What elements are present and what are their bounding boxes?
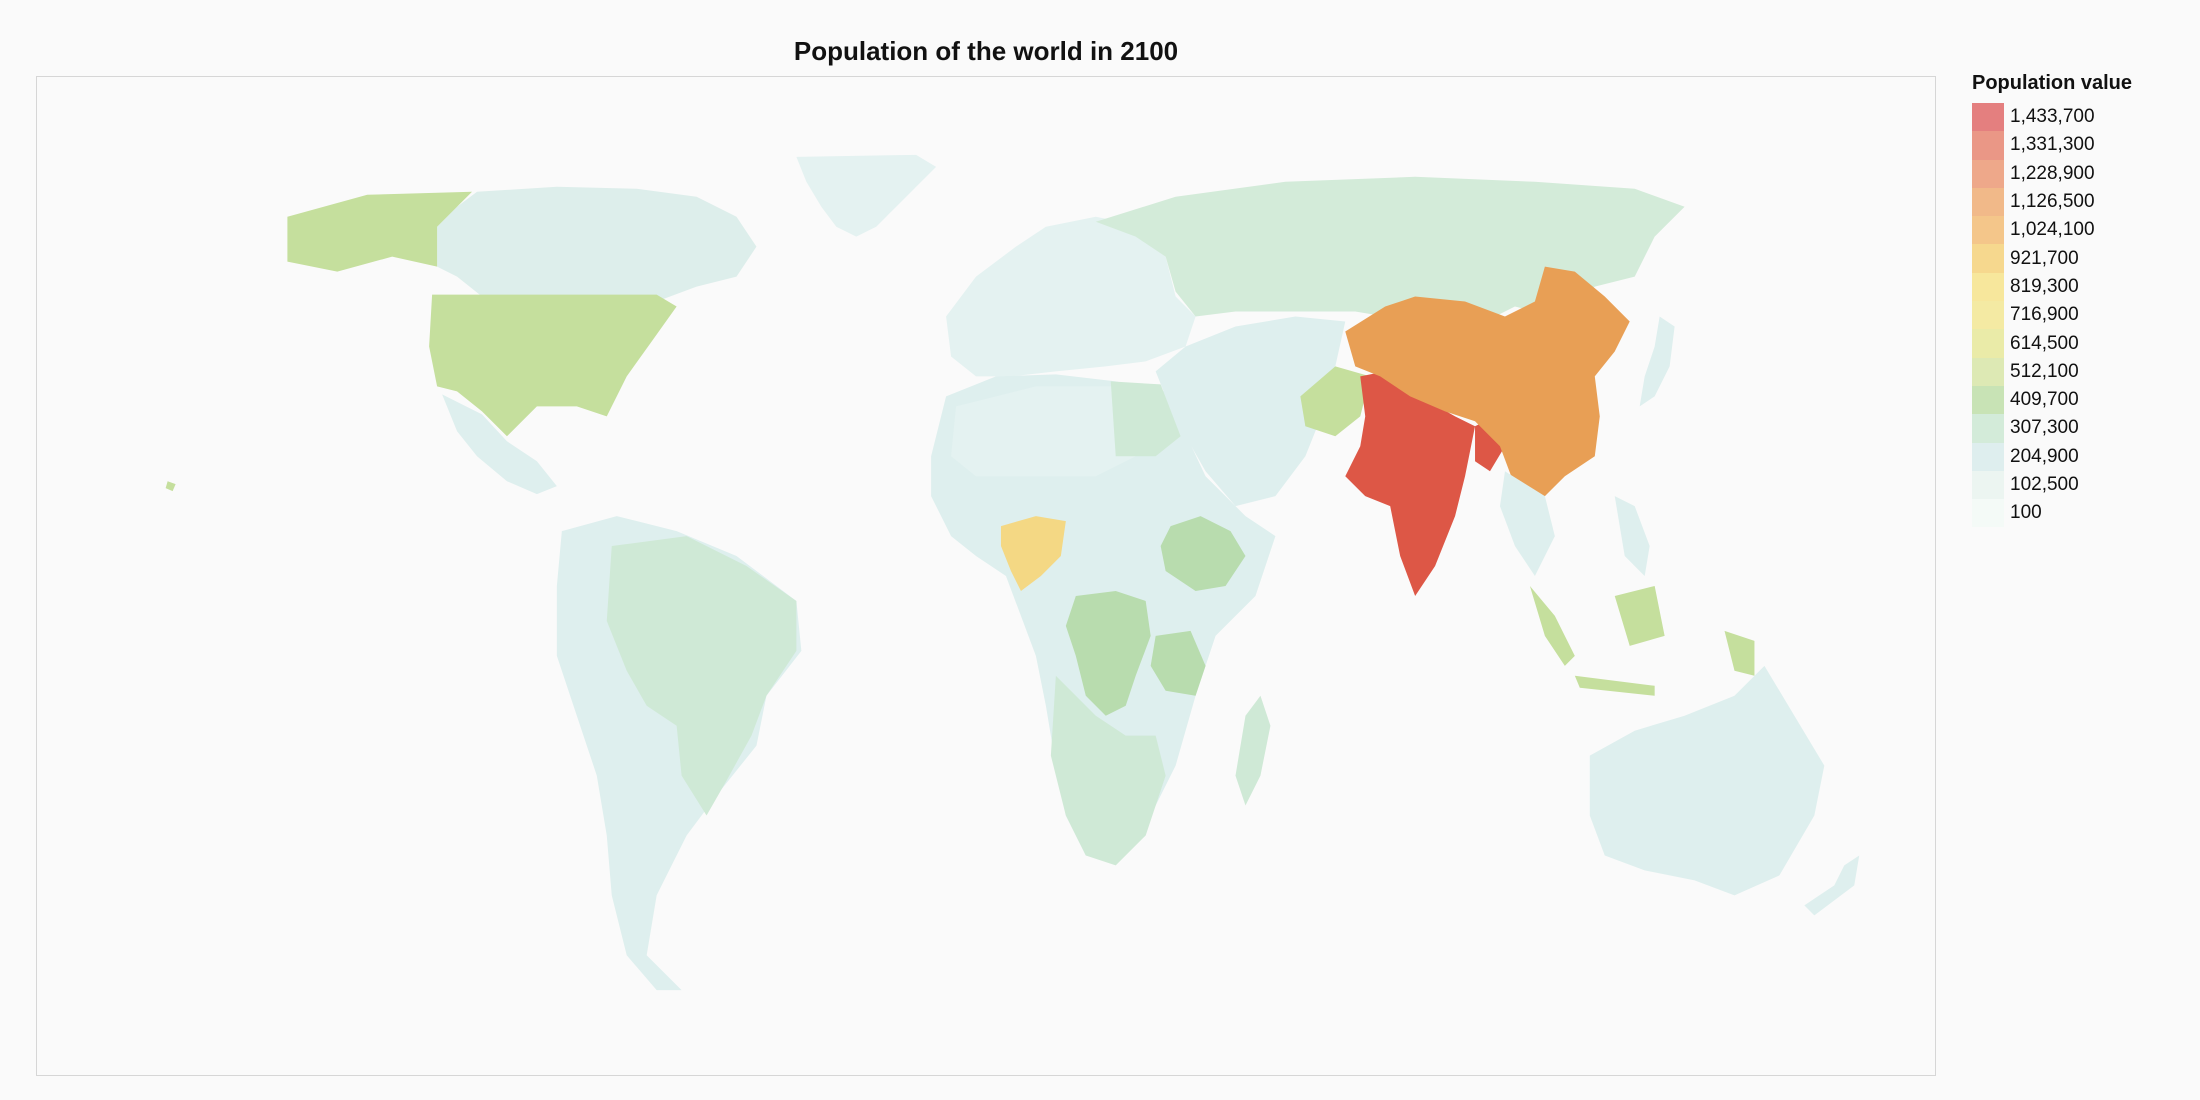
legend-swatch (1972, 103, 2004, 132)
legend-swatch (1972, 385, 2004, 415)
legend-swatch (1972, 470, 2004, 500)
country-indonesia[interactable] (1529, 585, 1755, 696)
region-middle-east[interactable] (1155, 316, 1346, 507)
legend-swatch (1972, 131, 2004, 160)
country-canada[interactable] (437, 186, 757, 307)
legend-swatch (1972, 301, 2004, 330)
legend-item: 102,500 (1972, 470, 2132, 500)
country-greenland[interactable] (796, 154, 937, 237)
country-nigeria[interactable] (1000, 516, 1066, 591)
legend-item: 1,126,500 (1972, 187, 2132, 217)
country-japan[interactable] (1639, 316, 1675, 407)
legend-label: 1,433,700 (2010, 106, 2095, 128)
legend-label: 1,228,900 (2010, 162, 2095, 184)
country-usa[interactable] (429, 294, 677, 437)
country-ethiopia[interactable] (1160, 516, 1246, 591)
legend-swatch (1972, 187, 2004, 217)
country-tanzania[interactable] (1150, 630, 1206, 696)
country-russia[interactable] (1095, 176, 1685, 327)
legend-swatch (1972, 499, 2004, 528)
legend-swatch (1972, 414, 2004, 443)
region-europe[interactable] (946, 216, 1196, 377)
legend-label: 1,126,500 (2010, 191, 2095, 213)
legend-item: 819,300 (1972, 272, 2132, 302)
legend-swatch (1972, 329, 2004, 358)
legend-item: 1,024,100 (1972, 216, 2132, 245)
legend-label: 409,700 (2010, 389, 2079, 411)
country-philippines[interactable] (1614, 496, 1650, 576)
legend-swatch (1972, 442, 2004, 471)
legend-swatch (1972, 272, 2004, 302)
legend-swatch (1972, 216, 2004, 245)
country-alaska[interactable] (287, 191, 473, 272)
legend-item: 1,433,700 (1972, 103, 2132, 132)
legend-label: 1,024,100 (2010, 219, 2095, 241)
region-north-africa[interactable] (951, 386, 1146, 477)
legend-label: 100 (2010, 502, 2042, 524)
country-pakistan[interactable] (1300, 366, 1371, 437)
legend-label: 614,500 (2010, 332, 2079, 354)
island-hawaii[interactable] (165, 481, 176, 492)
legend-swatch (1972, 159, 2004, 188)
map-title: Population of the world in 2100 (793, 36, 1179, 66)
legend-label: 819,300 (2010, 275, 2079, 297)
region-southern-africa[interactable] (1050, 675, 1166, 866)
legend-item: 614,500 (1972, 329, 2132, 358)
country-mexico[interactable] (442, 394, 557, 495)
country-new-zealand[interactable] (1804, 855, 1860, 916)
region-southeast-asia[interactable] (1499, 471, 1555, 576)
legend-item: 716,900 (1972, 301, 2132, 330)
world-map[interactable] (36, 76, 1936, 1076)
legend-label: 921,700 (2010, 247, 2079, 269)
country-madagascar[interactable] (1235, 695, 1271, 806)
legend-item: 921,700 (1972, 244, 2132, 273)
country-egypt[interactable] (1110, 381, 1181, 457)
country-dr-congo[interactable] (1065, 590, 1151, 716)
legend-item: 1,228,900 (1972, 159, 2132, 188)
legend: Population value 1,433,700 1,331,300 1,228… (1972, 72, 2133, 528)
legend-label: 1,331,300 (2010, 134, 2095, 156)
legend-item: 204,900 (1972, 442, 2132, 471)
country-india[interactable] (1345, 371, 1476, 596)
legend-swatch (1972, 357, 2004, 386)
legend-label: 716,900 (2010, 304, 2079, 326)
legend-label: 512,100 (2010, 360, 2079, 382)
legend-item: 100 (1972, 499, 2132, 528)
country-brazil[interactable] (606, 536, 797, 816)
legend-title: Population value (1972, 72, 2133, 94)
legend-swatch (1972, 244, 2004, 273)
legend-item: 512,100 (1972, 357, 2132, 386)
legend-rows: 1,433,700 1,331,300 1,228,900 1,126,500 1,02… (1972, 103, 2132, 528)
legend-item: 409,700 (1972, 385, 2132, 415)
legend-label: 204,900 (2010, 445, 2079, 467)
legend-item: 1,331,300 (1972, 131, 2132, 160)
legend-label: 102,500 (2010, 474, 2079, 495)
country-australia[interactable] (1589, 665, 1825, 896)
legend-label: 307,300 (2010, 417, 2079, 439)
legend-item: 307,300 (1972, 414, 2132, 443)
country-china[interactable] (1345, 266, 1630, 497)
